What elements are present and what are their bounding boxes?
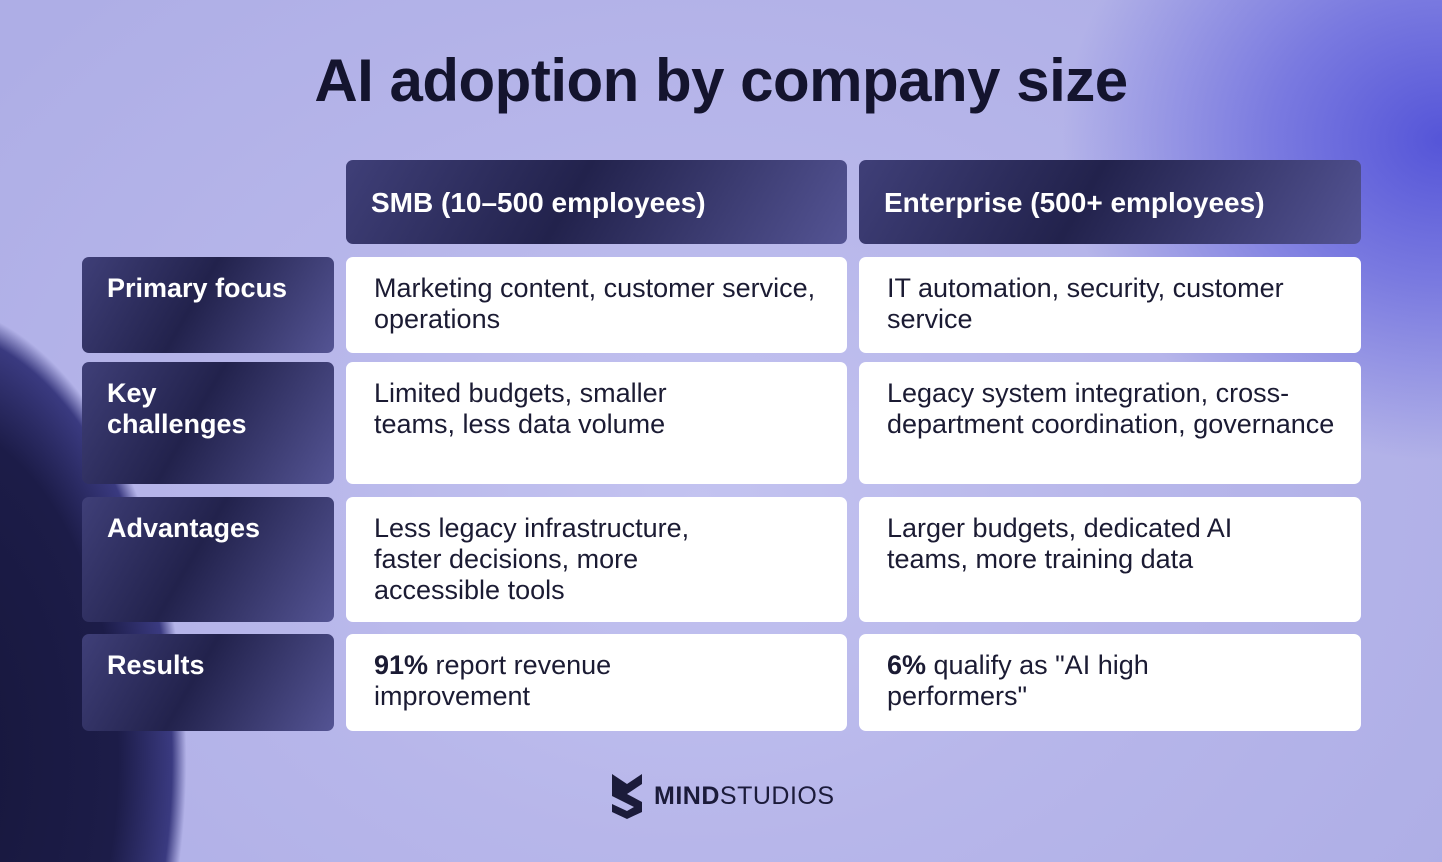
cell-smb-advantages: Less legacy infrastructure, faster decis… [346,497,847,622]
row-label-advantages: Advantages [82,497,334,622]
row-label-key-challenges: Key challenges [82,362,334,484]
smb-result-value: 91% [374,650,429,680]
cell-smb-key-challenges: Limited budgets, smaller teams, less dat… [346,362,847,484]
cell-enterprise-results: 6% qualify as "AI high performers" [859,634,1361,731]
logo-text-bold: MIND [654,781,720,810]
row-label-primary-focus: Primary focus [82,257,334,353]
page-title: AI adoption by company size [314,47,1128,114]
enterprise-result-value: 6% [887,650,927,680]
row-label-results: Results [82,634,334,731]
column-header-smb: SMB (10–500 employees) [346,160,847,244]
cell-smb-results: 91% report revenue improvement [346,634,847,731]
enterprise-result-text: qualify as "AI high performers" [887,650,1149,711]
cell-enterprise-key-challenges: Legacy system integration, cross-departm… [859,362,1361,484]
column-header-enterprise: Enterprise (500+ employees) [859,160,1361,244]
smb-result-text: report revenue improvement [374,650,612,711]
logo-text-light: STUDIOS [719,781,835,810]
cell-enterprise-advantages: Larger budgets, dedicated AI teams, more… [859,497,1361,622]
cell-enterprise-primary-focus: IT automation, security, customer servic… [859,257,1361,353]
mindstudios-logo: MINDSTUDIOS [610,772,835,820]
cell-smb-primary-focus: Marketing content, customer service, ope… [346,257,847,353]
logo-mark-icon [612,774,642,819]
